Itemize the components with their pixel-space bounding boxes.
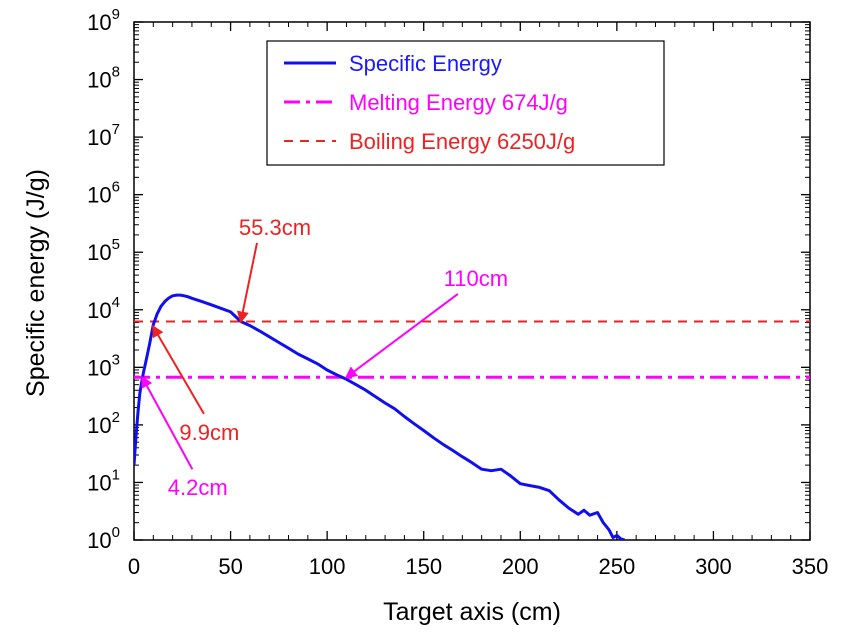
y-tick-label: 106 bbox=[87, 179, 120, 208]
y-tick-label: 104 bbox=[87, 294, 120, 323]
reference-lines bbox=[134, 320, 810, 379]
x-tick-label: 350 bbox=[792, 554, 829, 579]
y-tick-label: 108 bbox=[87, 64, 120, 93]
x-tick-label: 50 bbox=[218, 554, 242, 579]
y-axis-title: Specific energy (J/g) bbox=[22, 169, 50, 397]
annotation-arrow bbox=[236, 242, 258, 324]
y-tick-labels: 100 101 102 103 104 105 106 107 108 109 bbox=[87, 6, 120, 553]
annotation-label: 9.9cm bbox=[179, 420, 239, 445]
annotation-label: 110cm bbox=[444, 266, 508, 291]
x-tick-label: 250 bbox=[598, 554, 635, 579]
series-lines bbox=[134, 293, 626, 540]
annotation-arrow bbox=[141, 375, 194, 470]
y-tick-label: 101 bbox=[87, 466, 120, 495]
legend: Specific Energy Melting Energy 674J/g Boil… bbox=[266, 40, 665, 166]
annotation-arrow bbox=[152, 324, 205, 415]
x-tick-labels: 0 50 100 150 200 250 300 350 bbox=[128, 554, 828, 579]
annotations: 55.3cm 110cm 9.9cm 4.2cm bbox=[141, 215, 508, 500]
plot-frame bbox=[133, 21, 811, 541]
y-tick-label: 103 bbox=[87, 351, 120, 380]
y-tick-label: 102 bbox=[87, 409, 120, 438]
x-tick-label: 300 bbox=[695, 554, 732, 579]
y-tick-label: 109 bbox=[87, 6, 120, 35]
x-tick-label: 200 bbox=[502, 554, 539, 579]
x-tick-label: 100 bbox=[309, 554, 346, 579]
y-tick-label: 100 bbox=[87, 524, 120, 553]
y-tick-label: 107 bbox=[87, 121, 120, 150]
legend-label: Specific Energy bbox=[349, 51, 502, 76]
annotation-label: 4.2cm bbox=[168, 475, 228, 500]
x-tick-label: 0 bbox=[128, 554, 140, 579]
legend-label: Melting Energy 674J/g bbox=[349, 90, 568, 115]
x-tick-label: 150 bbox=[405, 554, 442, 579]
axis-ticks bbox=[133, 21, 811, 541]
x-axis-title: Target axis (cm) bbox=[383, 598, 561, 626]
legend-label: Boiling Energy 6250J/g bbox=[349, 129, 575, 154]
y-tick-label: 105 bbox=[87, 236, 120, 265]
annotation-arrow bbox=[344, 293, 459, 379]
annotation-label: 55.3cm bbox=[239, 215, 311, 240]
specific-energy-line bbox=[134, 293, 626, 540]
